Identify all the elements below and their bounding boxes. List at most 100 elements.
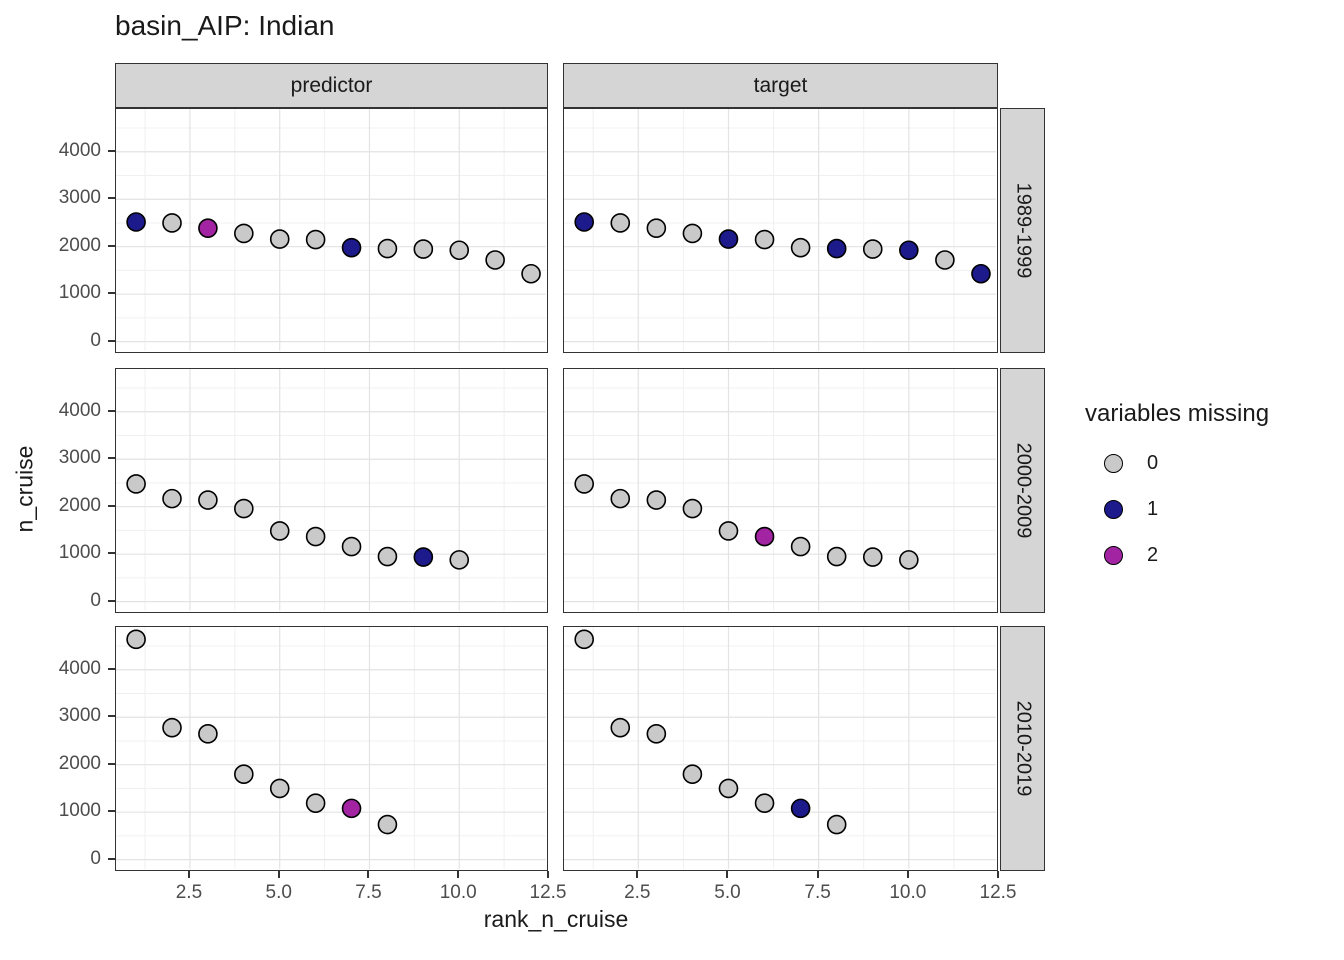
y-axis-tick bbox=[108, 552, 115, 555]
data-point bbox=[862, 239, 883, 259]
x-tick-label: 5.0 bbox=[714, 882, 741, 903]
data-point bbox=[790, 798, 811, 819]
x-axis-tick bbox=[726, 871, 729, 878]
data-point bbox=[126, 474, 146, 494]
data-point bbox=[646, 490, 667, 510]
data-point bbox=[305, 793, 326, 813]
data-point bbox=[610, 717, 631, 738]
data-point bbox=[162, 213, 182, 233]
y-tick-label: 1000 bbox=[58, 282, 101, 304]
panel-1989-1999-target bbox=[563, 108, 998, 353]
y-tick-label: 2000 bbox=[58, 752, 101, 774]
data-point bbox=[377, 546, 398, 567]
data-point bbox=[682, 764, 703, 784]
y-axis-tick bbox=[108, 149, 115, 152]
panel-2000-2009-target bbox=[563, 368, 998, 613]
panel-2010-2019-target bbox=[563, 626, 998, 871]
x-axis-title: rank_n_cruise bbox=[483, 906, 629, 932]
y-tick-label: 1000 bbox=[58, 542, 101, 564]
x-tick-label: 2.5 bbox=[175, 882, 203, 903]
y-tick-label: 3000 bbox=[58, 187, 101, 209]
data-point bbox=[610, 488, 631, 509]
data-point bbox=[449, 550, 470, 570]
panel-canvas bbox=[564, 627, 996, 869]
data-point bbox=[826, 814, 847, 835]
panel-canvas bbox=[564, 109, 996, 351]
y-axis-tick bbox=[108, 857, 115, 860]
legend-item-1-label: 1 bbox=[1147, 497, 1159, 520]
facet-strip-predictor-label: predictor bbox=[290, 73, 373, 97]
y-tick-label: 4000 bbox=[58, 657, 101, 679]
data-point bbox=[269, 778, 290, 799]
y-tick-label: 3000 bbox=[58, 705, 101, 727]
x-tick-label: 7.5 bbox=[355, 882, 382, 903]
data-point bbox=[521, 263, 541, 284]
panel-canvas bbox=[116, 109, 546, 351]
data-point bbox=[790, 536, 811, 557]
data-point bbox=[162, 717, 182, 738]
data-point bbox=[234, 498, 254, 519]
data-point bbox=[610, 213, 631, 233]
legend-swatch-1-icon bbox=[1104, 499, 1123, 519]
x-axis-tick bbox=[457, 871, 460, 878]
data-point bbox=[574, 212, 594, 232]
data-point bbox=[826, 238, 847, 259]
data-point bbox=[341, 536, 362, 557]
y-axis-tick bbox=[108, 292, 115, 295]
data-point bbox=[971, 263, 991, 284]
panel-canvas bbox=[564, 369, 996, 611]
y-tick-label: 0 bbox=[90, 589, 101, 611]
facet-strip-1989-1999-label: 1989-1999 bbox=[1012, 182, 1034, 279]
y-axis-tick bbox=[108, 810, 115, 813]
x-tick-label: 7.5 bbox=[804, 882, 831, 903]
x-axis-tick bbox=[367, 871, 370, 878]
y-tick-label: 2000 bbox=[58, 494, 101, 516]
panel-2000-2009-predictor bbox=[115, 368, 548, 613]
panel-2010-2019-predictor bbox=[115, 626, 548, 871]
data-point bbox=[485, 250, 505, 270]
y-axis-tick bbox=[108, 504, 115, 507]
data-point bbox=[198, 724, 218, 744]
x-tick-label: 2.5 bbox=[624, 882, 651, 903]
x-axis-tick bbox=[277, 871, 280, 878]
facet-strip-1989-1999: 1989-1999 bbox=[1000, 108, 1045, 353]
legend-item-2-label: 2 bbox=[1147, 543, 1159, 566]
data-point bbox=[718, 778, 739, 799]
facet-strip-2010-2019-label: 2010-2019 bbox=[1012, 700, 1034, 797]
data-point bbox=[305, 526, 326, 547]
data-point bbox=[126, 212, 146, 232]
data-point bbox=[899, 240, 919, 261]
data-point bbox=[574, 629, 594, 650]
data-point bbox=[754, 526, 775, 547]
data-point bbox=[935, 250, 955, 270]
y-tick-label: 1000 bbox=[58, 800, 101, 822]
legend-item-1: 1 bbox=[1085, 486, 1335, 532]
x-tick-label: 12.5 bbox=[529, 882, 567, 903]
y-axis-tick bbox=[108, 599, 115, 602]
facet-strip-2000-2009: 2000-2009 bbox=[1000, 368, 1045, 613]
y-axis-tick bbox=[108, 409, 115, 412]
panel-1989-1999-predictor bbox=[115, 108, 548, 353]
data-point bbox=[826, 546, 847, 567]
x-axis-tick bbox=[997, 871, 999, 878]
y-axis-tick bbox=[108, 457, 115, 460]
legend-item-2: 2 bbox=[1085, 532, 1335, 578]
y-tick-label: 3000 bbox=[58, 447, 101, 469]
data-point bbox=[234, 764, 254, 784]
legend-swatch-2-icon bbox=[1104, 545, 1123, 565]
y-tick-label: 0 bbox=[90, 847, 101, 869]
panel-canvas bbox=[116, 627, 546, 869]
data-point bbox=[646, 724, 667, 744]
y-axis-tick bbox=[108, 197, 115, 200]
facet-strip-2010-2019: 2010-2019 bbox=[1000, 626, 1045, 871]
data-point bbox=[377, 814, 398, 835]
data-point bbox=[198, 218, 218, 238]
legend-item-0-label: 0 bbox=[1147, 451, 1159, 474]
data-point bbox=[198, 490, 218, 510]
data-point bbox=[341, 237, 362, 258]
x-axis-tick bbox=[816, 871, 819, 878]
x-axis-tick bbox=[187, 871, 190, 878]
x-tick-label: 10.0 bbox=[439, 882, 477, 903]
y-tick-label: 4000 bbox=[58, 139, 101, 161]
